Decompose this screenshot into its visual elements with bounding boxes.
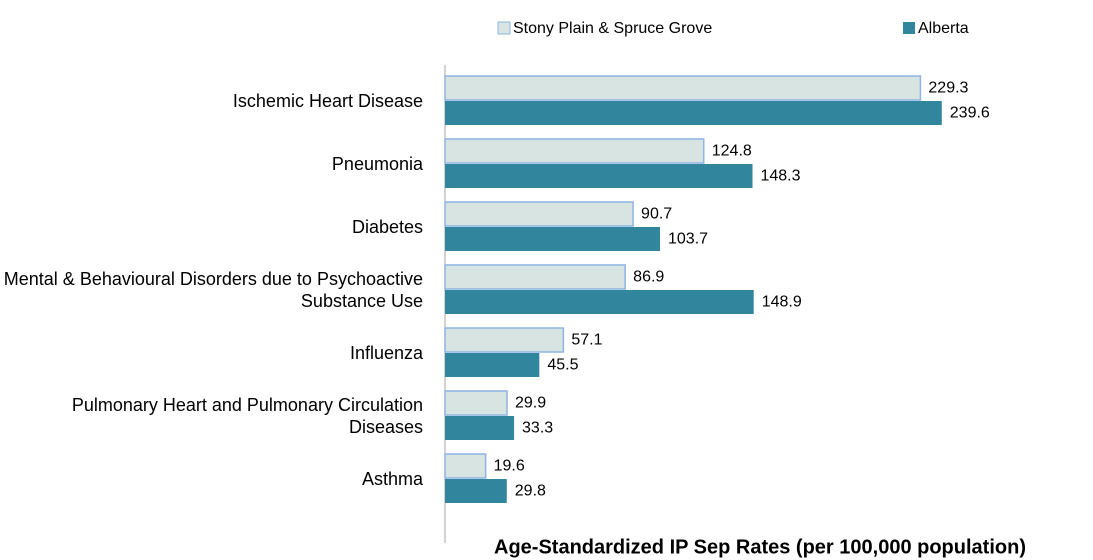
legend-swatch xyxy=(903,22,915,34)
bar xyxy=(444,201,634,227)
bar xyxy=(444,138,705,164)
value-label: 57.1 xyxy=(571,332,602,349)
legend-label: Alberta xyxy=(918,20,969,37)
category-label: Diabetes xyxy=(351,217,423,237)
value-label: 19.6 xyxy=(494,458,525,475)
bar xyxy=(444,453,487,479)
bar xyxy=(444,390,508,416)
value-label: 148.3 xyxy=(760,168,800,185)
value-label: 124.8 xyxy=(712,143,752,160)
bar xyxy=(444,75,922,101)
value-label: 86.9 xyxy=(633,269,664,286)
value-label: 90.7 xyxy=(641,206,672,223)
category-label: Pulmonary Heart and Pulmonary Circulatio… xyxy=(71,395,423,437)
legend-label: Stony Plain & Spruce Grove xyxy=(513,20,712,37)
category-label: Pneumonia xyxy=(331,154,423,174)
value-label: 29.8 xyxy=(515,483,546,500)
bar xyxy=(445,353,540,377)
value-label: 45.5 xyxy=(547,357,578,374)
legend-swatch xyxy=(497,21,511,35)
value-label: 33.3 xyxy=(522,420,553,437)
bar xyxy=(445,101,942,125)
category-label: Influenza xyxy=(349,343,423,363)
value-label: 239.6 xyxy=(950,105,990,122)
bar xyxy=(445,227,661,251)
x-axis-title: Age-Standardized IP Sep Rates (per 100,0… xyxy=(494,536,1026,558)
category-label: Mental & Behavioural Disorders due to Ps… xyxy=(3,269,423,311)
bar xyxy=(445,416,515,440)
bar xyxy=(444,327,565,353)
bar xyxy=(445,290,754,314)
category-label: Asthma xyxy=(361,469,423,489)
value-label: 148.9 xyxy=(762,294,802,311)
bar xyxy=(444,264,626,290)
value-label: 29.9 xyxy=(515,395,546,412)
value-label: 103.7 xyxy=(668,231,708,248)
bar xyxy=(445,479,507,503)
value-label: 229.3 xyxy=(928,80,968,97)
bar xyxy=(445,164,753,188)
category-label: Ischemic Heart Disease xyxy=(232,91,423,111)
